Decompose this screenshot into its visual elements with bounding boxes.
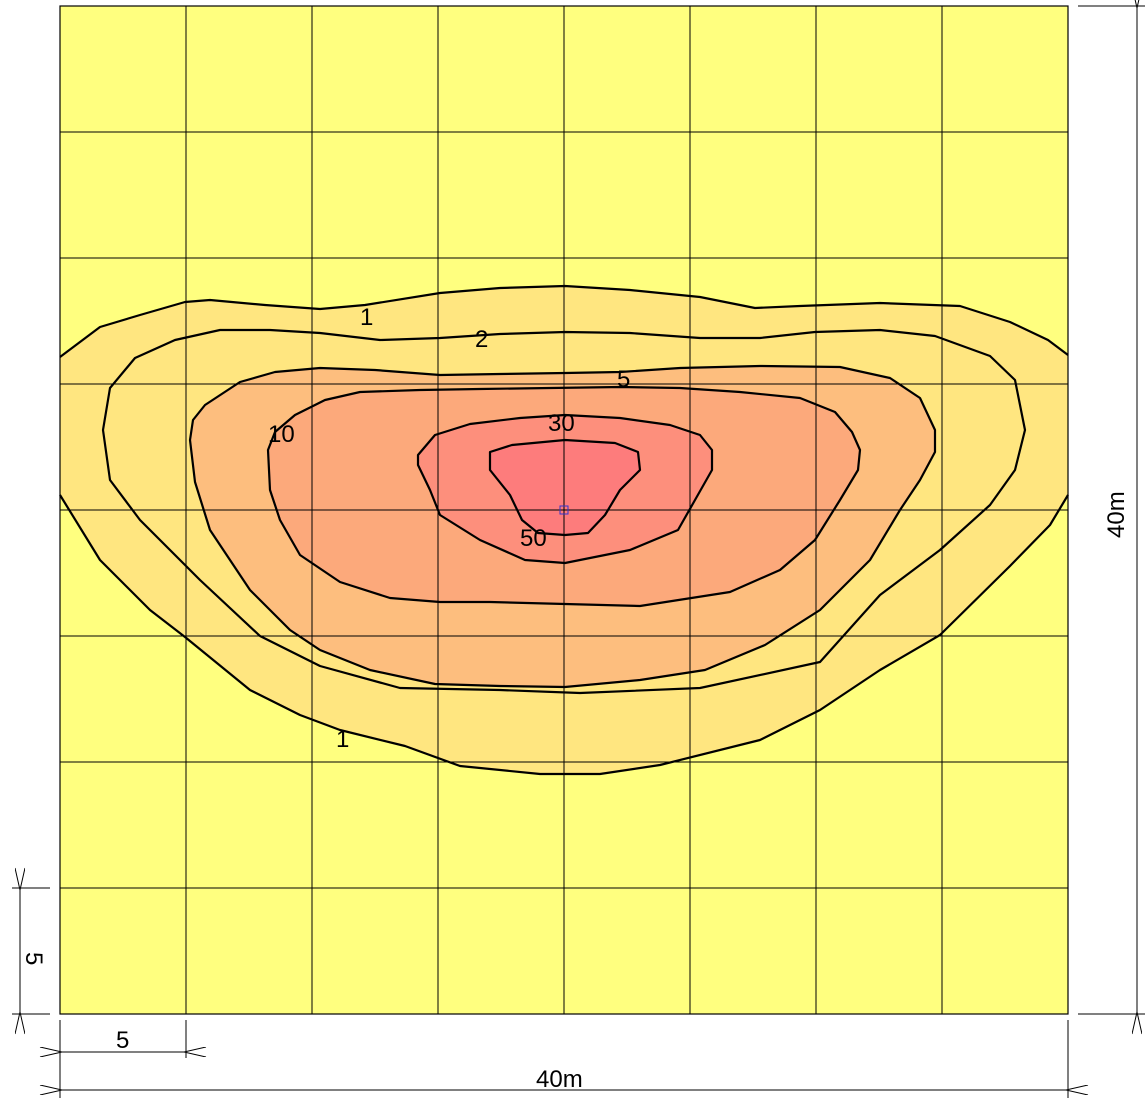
contour-band-50 xyxy=(490,440,640,535)
contour-label-1-lower: 1 xyxy=(336,726,349,753)
contour-line-1-upper xyxy=(59,284,1069,358)
grid xyxy=(60,6,1068,1014)
total-height-label: 40m xyxy=(1103,491,1130,538)
contour-line-5 xyxy=(188,364,937,689)
contour-label-2: 2 xyxy=(475,326,488,353)
cell-width-label: 5 xyxy=(116,1027,129,1054)
contour-line-30 xyxy=(416,413,714,565)
contour-label-30: 30 xyxy=(548,410,575,437)
contour-label-10: 10 xyxy=(268,421,295,448)
light-source-marker xyxy=(559,505,569,515)
contour-line-2 xyxy=(101,328,1027,695)
contour-line-10 xyxy=(266,385,862,608)
contour-label-50: 50 xyxy=(520,525,547,552)
contour-label-5: 5 xyxy=(617,366,630,393)
cell-height-label: 5 xyxy=(20,952,47,965)
total-width-label: 40m xyxy=(536,1066,583,1093)
contour-line-1-lower xyxy=(59,494,1069,776)
contour-line-50 xyxy=(488,438,642,537)
contour-label-1-upper: 1 xyxy=(360,304,373,331)
plot-border xyxy=(59,5,1069,1015)
